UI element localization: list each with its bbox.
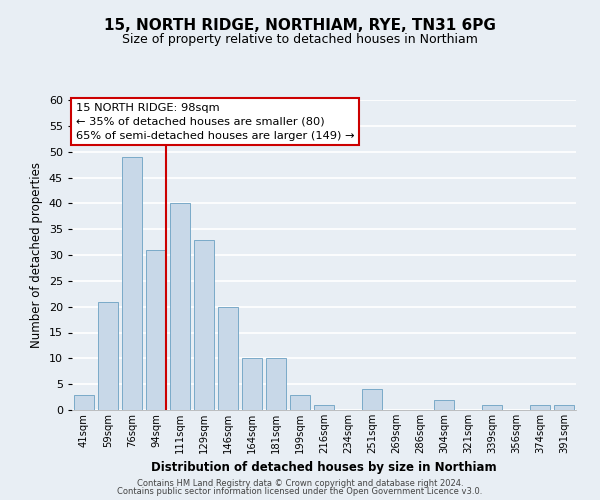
Bar [218,306,238,410]
Bar [122,157,142,410]
Bar [530,405,550,410]
Bar [170,204,190,410]
Bar [362,390,382,410]
Bar [314,405,334,410]
Text: Size of property relative to detached houses in Northiam: Size of property relative to detached ho… [122,32,478,46]
Text: 15 NORTH RIDGE: 98sqm
← 35% of detached houses are smaller (80)
65% of semi-deta: 15 NORTH RIDGE: 98sqm ← 35% of detached … [76,102,354,141]
Bar [434,400,454,410]
Bar [482,405,502,410]
Bar [146,250,166,410]
Text: Contains public sector information licensed under the Open Government Licence v3: Contains public sector information licen… [118,487,482,496]
Bar [242,358,262,410]
Bar [266,358,286,410]
Bar [98,302,118,410]
Y-axis label: Number of detached properties: Number of detached properties [30,162,43,348]
X-axis label: Distribution of detached houses by size in Northiam: Distribution of detached houses by size … [151,462,497,474]
Bar [290,394,310,410]
Bar [554,405,574,410]
Bar [74,394,94,410]
Text: 15, NORTH RIDGE, NORTHIAM, RYE, TN31 6PG: 15, NORTH RIDGE, NORTHIAM, RYE, TN31 6PG [104,18,496,32]
Bar [194,240,214,410]
Text: Contains HM Land Registry data © Crown copyright and database right 2024.: Contains HM Land Registry data © Crown c… [137,478,463,488]
